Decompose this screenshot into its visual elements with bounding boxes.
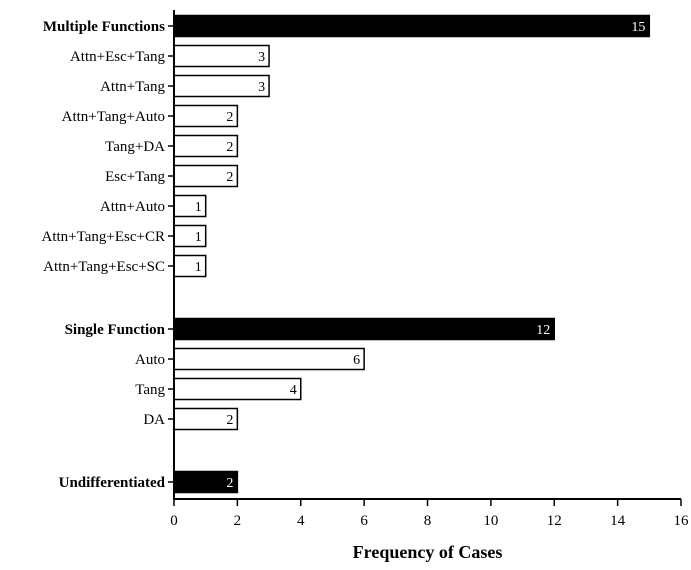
bar [173, 377, 302, 401]
category-label: Tang+DA [105, 139, 165, 155]
data-label: 3 [258, 50, 265, 65]
category-label: Tang [135, 382, 165, 398]
data-label: 2 [226, 170, 233, 185]
data-label: 15 [631, 20, 645, 35]
data-label: 3 [258, 80, 265, 95]
category-label: DA [143, 412, 165, 428]
category-label: Attn+Tang+Esc+CR [42, 229, 166, 245]
category-label: Multiple Functions [43, 19, 165, 35]
bar [173, 74, 270, 98]
category-label: Attn+Tang [100, 79, 165, 95]
x-tick-label: 14 [610, 513, 626, 529]
x-tick-label: 6 [360, 513, 368, 529]
category-label: Attn+Auto [100, 199, 165, 215]
category-label: Undifferentiated [59, 475, 166, 491]
category-label: Auto [135, 352, 165, 368]
data-label: 1 [195, 230, 202, 245]
x-tick-label: 8 [424, 513, 432, 529]
data-label: 2 [226, 140, 233, 155]
x-tick-label: 4 [297, 513, 305, 529]
data-label: 2 [226, 476, 233, 491]
bars-layer: Multiple Functions 15 Attn+Esc+Tang 3 Attn+T… [42, 14, 651, 494]
bar [173, 347, 365, 371]
category-label: Single Function [65, 322, 166, 338]
x-tick-label: 12 [547, 513, 562, 529]
data-label: 1 [195, 260, 202, 275]
x-axis-label: Frequency of Cases [353, 542, 503, 562]
data-label: 1 [195, 200, 202, 215]
category-label: Esc+Tang [105, 169, 165, 185]
data-label: 2 [226, 110, 233, 125]
x-tick-label: 0 [170, 513, 178, 529]
x-axis-ticks: 0 2 4 6 8 10 12 14 16 [170, 499, 689, 529]
x-tick-label: 16 [674, 513, 690, 529]
bar [173, 14, 651, 38]
x-tick-label: 2 [234, 513, 242, 529]
data-label: 6 [353, 353, 360, 368]
data-label: 12 [536, 323, 550, 338]
bar [173, 44, 270, 68]
data-label: 4 [290, 383, 297, 398]
bar [173, 317, 555, 341]
category-label: Attn+Esc+Tang [70, 49, 166, 65]
category-label: Attn+Tang+Auto [62, 109, 165, 125]
category-label: Attn+Tang+Esc+SC [43, 259, 165, 275]
x-tick-label: 10 [483, 513, 498, 529]
data-label: 2 [226, 413, 233, 428]
